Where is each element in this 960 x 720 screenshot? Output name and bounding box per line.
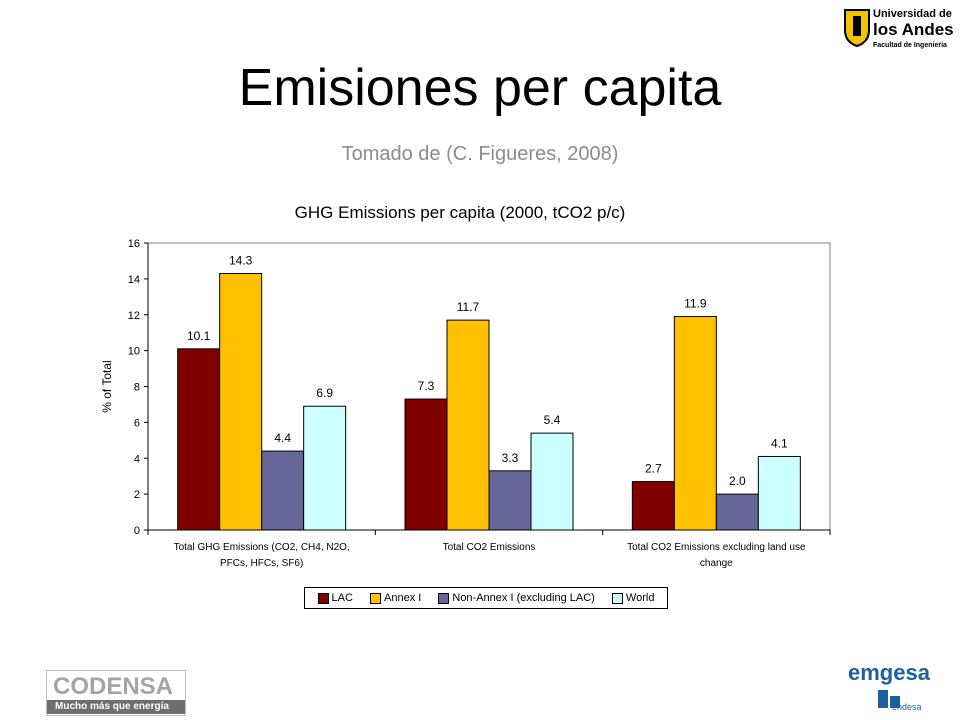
data-label: 4.4	[274, 431, 291, 445]
x-category-label: Total GHG Emissions (CO2, CH4, N2O,	[174, 542, 350, 553]
data-label: 10.1	[187, 329, 211, 343]
uniandes-line1: Universidad de	[873, 8, 952, 20]
y-axis-label: % of Total	[100, 360, 114, 412]
y-tick-label: 14	[128, 274, 140, 286]
x-category-label: PFCs, HFCs, SF6)	[220, 558, 303, 569]
uniandes-line3: Facultad de Ingeniería	[873, 42, 947, 49]
slide-subtitle: Tomado de (C. Figueres, 2008)	[341, 143, 619, 165]
data-label: 11.7	[457, 300, 480, 314]
uniandes-line2: los Andes	[873, 20, 954, 39]
data-label: 2.0	[729, 474, 746, 488]
bar	[757, 455, 801, 531]
legend-label: LAC	[331, 592, 353, 604]
bar	[177, 348, 221, 531]
y-tick-label: 16	[128, 238, 140, 250]
x-category-label: Total CO2 Emissions excluding land use	[627, 542, 806, 553]
codensa-logo: CODENSA Mucho más que energía	[46, 670, 186, 716]
data-label: 7.3	[418, 379, 435, 393]
data-label: 4.1	[771, 436, 788, 450]
legend-label: Annex I	[384, 592, 422, 604]
bar	[530, 432, 574, 531]
emgesa-logo: emgesa endesa	[848, 660, 930, 716]
codensa-tagline: Mucho más que energía	[47, 700, 185, 714]
bar	[488, 470, 532, 531]
bar	[673, 316, 717, 531]
y-tick-label: 12	[128, 310, 140, 322]
bar	[446, 319, 490, 531]
legend-swatch	[611, 592, 623, 604]
plot-area-border	[148, 242, 831, 530]
data-label: 5.4	[544, 413, 561, 427]
bar	[631, 481, 675, 531]
legend-swatch	[317, 592, 329, 604]
data-label: 11.9	[684, 297, 707, 311]
data-label: 2.7	[645, 462, 662, 476]
x-category-label: Total CO2 Emissions	[443, 542, 536, 553]
legend-swatch	[438, 592, 450, 604]
legend-item: Annex I	[370, 592, 421, 604]
endesa-name: endesa	[892, 702, 922, 712]
emgesa-name: emgesa	[848, 660, 930, 685]
y-tick-label: 2	[134, 489, 140, 501]
bar	[715, 493, 759, 531]
uniandes-logo: Universidad de los Andes Facultad de Ing…	[843, 6, 955, 58]
bar	[404, 398, 448, 531]
bar	[303, 405, 347, 531]
legend-item: World	[611, 592, 655, 604]
bar	[261, 450, 305, 531]
endesa-icon	[878, 690, 900, 708]
slide-title: Emisiones per capita	[238, 59, 722, 117]
chart-legend: LAC Annex I Non-Annex I (excluding LAC) Wor…	[304, 587, 668, 609]
x-category-label: change	[700, 558, 733, 569]
bar	[219, 272, 263, 531]
legend-label: Non-Annex I (excluding LAC)	[452, 592, 595, 604]
y-tick-label: 6	[134, 417, 140, 429]
data-label: 6.9	[316, 386, 333, 400]
legend-label: World	[625, 592, 655, 604]
legend-item: Non-Annex I (excluding LAC)	[438, 592, 595, 604]
y-tick-label: 10	[128, 346, 140, 358]
y-tick-label: 8	[134, 382, 140, 394]
uniandes-shield-icon	[844, 9, 870, 48]
legend-item: LAC	[317, 592, 353, 604]
chart-title: GHG Emissions per capita (2000, tCO2 p/c…	[294, 203, 626, 222]
y-tick-label: 4	[134, 453, 140, 465]
y-tick-label: 0	[134, 525, 140, 537]
legend-swatch	[370, 592, 381, 604]
data-label: 14.3	[229, 253, 253, 267]
codensa-name: CODENSA	[53, 673, 174, 700]
data-label: 3.3	[502, 451, 519, 465]
